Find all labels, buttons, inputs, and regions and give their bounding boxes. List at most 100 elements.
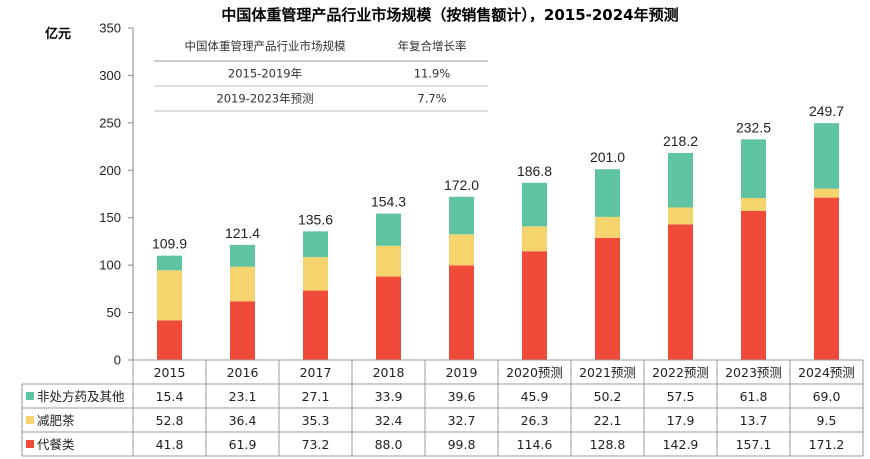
table-value: 114.6: [517, 437, 553, 452]
bar-segment: [668, 152, 693, 208]
table-value: 15.4: [156, 389, 184, 404]
table-value: 157.1: [736, 437, 772, 452]
bar-total-label: 218.2: [663, 133, 698, 149]
table-value: 17.9: [667, 413, 695, 428]
y-tick-label: 150: [99, 210, 121, 225]
table-value: 41.8: [156, 437, 184, 452]
bar-segment: [376, 213, 401, 246]
bar-segment: [595, 169, 620, 217]
growth-table: 中国体重管理产品行业市场规模 年复合增长率 2015-2019年 11.9% 2019-…: [154, 39, 488, 112]
table-value: 128.8: [590, 437, 626, 452]
bars-group: 109.9 121.4 135.6 154.3 172.0 186.8 201.0 218.2…: [152, 103, 844, 360]
table-value: 52.8: [156, 413, 184, 428]
x-category-label: 2017: [300, 365, 332, 380]
bar-total-label: 172.0: [444, 177, 479, 193]
bar-segment: [814, 197, 839, 360]
table-value: 39.6: [448, 389, 476, 404]
growth-rate: 11.9%: [414, 67, 451, 81]
y-axis: 0 50 100 150 200 250 300 350: [99, 21, 134, 368]
table-value: 50.2: [594, 389, 622, 404]
table-value: 13.7: [740, 413, 768, 428]
bar-segment: [230, 301, 255, 360]
growth-period: 2015-2019年: [228, 67, 302, 81]
bar-total-label: 154.3: [371, 194, 406, 210]
y-tick-label: 200: [99, 163, 121, 178]
bar-segment: [303, 290, 328, 360]
legend-label: 非处方药及其他: [37, 389, 125, 404]
table-value: 35.3: [302, 413, 330, 428]
y-tick-label: 100: [99, 258, 121, 273]
table-value: 61.9: [229, 437, 257, 452]
bar-segment: [741, 197, 766, 211]
bar-segment: [157, 255, 182, 271]
bar-total-label: 249.7: [809, 103, 844, 119]
table-value: 9.5: [817, 413, 837, 428]
bar-segment: [157, 320, 182, 360]
x-category-label: 2024预测: [798, 365, 855, 380]
bar-segment: [303, 231, 328, 258]
x-category-label: 2023预测: [725, 365, 782, 380]
y-tick-label: 250: [99, 115, 121, 130]
bar-segment: [303, 257, 328, 291]
bar-total-label: 135.6: [298, 211, 333, 227]
table-value: 22.1: [594, 413, 622, 428]
x-category-label: 2018: [373, 365, 405, 380]
table-value: 27.1: [302, 389, 330, 404]
bar-segment: [449, 234, 474, 266]
data-table: 2015 2016 2017 2018 2019 2020预测 2021预测 2022预测 20…: [21, 359, 864, 457]
chart-title: 中国体重管理产品行业市场规模（按销售额计），2015-2024年预测: [221, 6, 678, 24]
table-value: 57.5: [667, 389, 695, 404]
table-value: 73.2: [302, 437, 330, 452]
x-category-label: 2015: [154, 365, 186, 380]
bar-segment: [230, 266, 255, 302]
bar-segment: [522, 226, 547, 252]
table-value: 23.1: [229, 389, 257, 404]
y-tick-label: 0: [114, 353, 121, 368]
growth-header: 中国体重管理产品行业市场规模: [185, 39, 346, 53]
legend-label: 减肥茶: [37, 413, 75, 428]
bar-segment: [522, 182, 547, 227]
bar-segment: [595, 237, 620, 360]
table-value: 32.4: [375, 413, 403, 428]
bar-segment: [376, 245, 401, 277]
table-value: 142.9: [663, 437, 699, 452]
bar-segment: [230, 244, 255, 267]
table-value: 26.3: [521, 413, 549, 428]
bar-segment: [668, 224, 693, 360]
table-value: 171.2: [809, 437, 845, 452]
growth-header: 年复合增长率: [398, 39, 467, 53]
bar-segment: [741, 210, 766, 360]
bar-total-label: 121.4: [225, 225, 260, 241]
x-category-label: 2019: [446, 365, 478, 380]
growth-period: 2019-2023年预测: [216, 92, 313, 106]
bar-total-label: 232.5: [736, 119, 771, 135]
x-category-label: 2021预测: [579, 365, 636, 380]
bar-segment: [449, 196, 474, 235]
bar-total-label: 186.8: [517, 163, 552, 179]
table-value: 88.0: [375, 437, 403, 452]
y-axis-label: 亿元: [45, 26, 71, 42]
bar-segment: [595, 216, 620, 238]
table-value: 32.7: [448, 413, 476, 428]
legend-swatch: [26, 392, 34, 400]
legend-swatch: [26, 440, 34, 448]
growth-rate: 7.7%: [417, 92, 446, 106]
y-tick-label: 300: [99, 68, 121, 83]
x-category-label: 2016: [227, 365, 259, 380]
bar-segment: [668, 207, 693, 225]
bar-segment: [449, 265, 474, 360]
bar-total-label: 201.0: [590, 149, 625, 165]
x-category-label: 2020预测: [506, 365, 563, 380]
bar-segment: [157, 270, 182, 321]
table-value: 61.8: [740, 389, 768, 404]
table-value: 33.9: [375, 389, 403, 404]
bar-segment: [741, 139, 766, 198]
table-value: 36.4: [229, 413, 257, 428]
bar-segment: [814, 123, 839, 189]
y-tick-label: 350: [99, 21, 121, 36]
table-value: 99.8: [448, 437, 476, 452]
bar-total-label: 109.9: [152, 236, 187, 252]
x-category-label: 2022预测: [652, 365, 709, 380]
